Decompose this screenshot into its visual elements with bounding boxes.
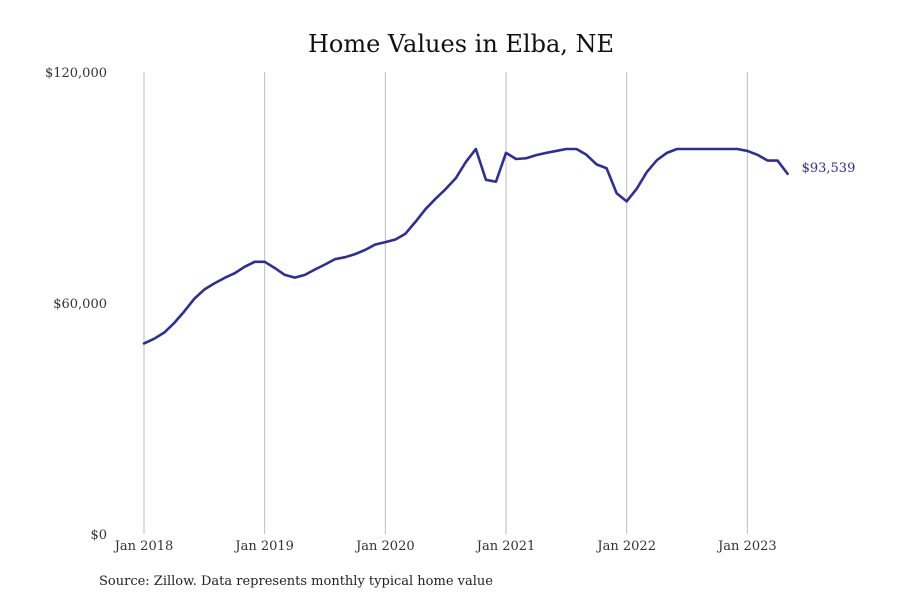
x-tick-label: Jan 2019 — [233, 539, 294, 554]
x-tick-label: Jan 2020 — [354, 539, 415, 554]
x-tick-label: Jan 2018 — [113, 539, 174, 554]
source-note: Source: Zillow. Data represents monthly … — [99, 574, 493, 589]
gridlines — [143, 72, 748, 534]
y-axis-ticks: $0 $60,000 $120,000 — [45, 66, 107, 543]
series-line — [142, 147, 789, 345]
x-axis-ticks: Jan 2018 Jan 2019 Jan 2020 Jan 2021 Jan 2022… — [113, 539, 777, 554]
x-tick-label: Jan 2021 — [475, 539, 536, 554]
last-value-label: $93,539 — [802, 161, 856, 176]
x-tick-label: Jan 2023 — [716, 539, 777, 554]
series-layer — [142, 147, 789, 345]
x-tick-label: Jan 2022 — [595, 539, 656, 554]
chart-title: Home Values in Elba, NE — [308, 30, 614, 58]
y-tick-label: $0 — [90, 528, 107, 543]
y-tick-label: $120,000 — [45, 66, 107, 81]
y-tick-label: $60,000 — [53, 297, 107, 312]
